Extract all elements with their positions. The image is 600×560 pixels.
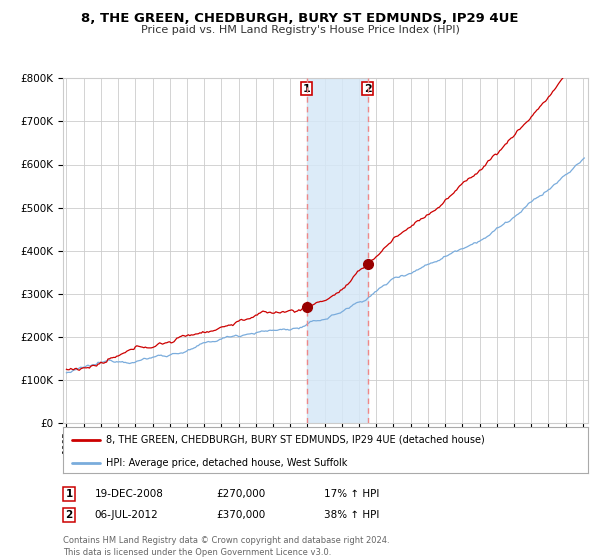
Text: 06-JUL-2012: 06-JUL-2012 (95, 510, 158, 520)
Text: 1: 1 (65, 489, 73, 499)
Text: 38% ↑ HPI: 38% ↑ HPI (324, 510, 379, 520)
Text: 8, THE GREEN, CHEDBURGH, BURY ST EDMUNDS, IP29 4UE (detached house): 8, THE GREEN, CHEDBURGH, BURY ST EDMUNDS… (106, 435, 485, 445)
Text: £370,000: £370,000 (216, 510, 265, 520)
Text: 1: 1 (303, 83, 311, 94)
Text: 2: 2 (364, 83, 371, 94)
Text: 2: 2 (65, 510, 73, 520)
Text: 19-DEC-2008: 19-DEC-2008 (95, 489, 164, 499)
Text: 8, THE GREEN, CHEDBURGH, BURY ST EDMUNDS, IP29 4UE: 8, THE GREEN, CHEDBURGH, BURY ST EDMUNDS… (81, 12, 519, 25)
Text: HPI: Average price, detached house, West Suffolk: HPI: Average price, detached house, West… (106, 458, 347, 468)
Text: Contains HM Land Registry data © Crown copyright and database right 2024.
This d: Contains HM Land Registry data © Crown c… (63, 536, 389, 557)
Bar (307, 78, 368, 423)
Text: £270,000: £270,000 (216, 489, 265, 499)
Text: 17% ↑ HPI: 17% ↑ HPI (324, 489, 379, 499)
Text: Price paid vs. HM Land Registry's House Price Index (HPI): Price paid vs. HM Land Registry's House … (140, 25, 460, 35)
